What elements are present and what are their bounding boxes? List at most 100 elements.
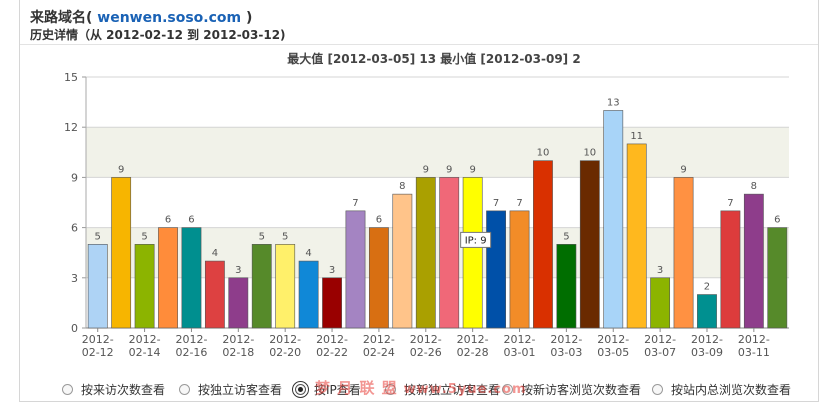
bar: [275, 244, 296, 329]
y-tick-label: 12: [64, 121, 78, 134]
bar: [603, 110, 624, 329]
bar: [697, 294, 717, 329]
bar: [87, 244, 108, 329]
bar-value-label: 7: [516, 198, 522, 209]
x-tick-label: 2012-: [410, 333, 442, 346]
bar: [134, 244, 155, 329]
bar-value-label: 5: [259, 231, 265, 242]
bar-value-label: 9: [680, 164, 686, 175]
x-tick-label: 02-28: [457, 346, 489, 359]
grid-band: [86, 277, 789, 328]
x-tick-label: 03-03: [550, 346, 582, 359]
radio-new-visitor-pageviews[interactable]: 按新访客浏览次数查看: [502, 379, 641, 399]
x-tick-label: 03-07: [644, 346, 676, 359]
bar-value-label: 5: [282, 231, 288, 242]
x-tick-label: 03-01: [504, 346, 536, 359]
x-tick-label: 02-14: [129, 346, 161, 359]
grid-band: [86, 77, 789, 128]
radio-circle[interactable]: [385, 383, 396, 395]
bar-value-label: 9: [423, 164, 429, 175]
grid-band: [86, 127, 789, 178]
bar-value-label: 3: [329, 265, 335, 276]
y-tick-label: 15: [64, 71, 78, 84]
bar-value-label: 10: [537, 148, 550, 159]
bar: [111, 177, 132, 329]
x-tick-label: 02-24: [363, 346, 395, 359]
bar-value-label: 10: [583, 148, 596, 159]
radio-new-unique-visitors[interactable]: 按新独立访客查看: [385, 379, 500, 399]
x-tick-label: 02-18: [222, 346, 254, 359]
radio-visits[interactable]: 按来访次数查看: [62, 379, 165, 399]
bar: [486, 210, 506, 329]
bar: [415, 177, 436, 329]
bar: [322, 277, 342, 329]
radio-circle[interactable]: [652, 383, 663, 395]
x-tick-label: 02-16: [175, 346, 207, 359]
x-tick-label: 2012-: [222, 333, 254, 346]
x-tick-label: 2012-: [691, 333, 723, 346]
x-tick-label: 2012-: [316, 333, 348, 346]
bar-value-label: 8: [751, 181, 757, 192]
y-tick-label: 6: [71, 222, 78, 235]
radio-total-pageviews[interactable]: 按站内总浏览次数查看: [652, 379, 791, 399]
radio-unique-visitors[interactable]: 按独立访客查看: [179, 379, 282, 399]
bar: [650, 277, 671, 329]
page-subtitle: 历史详情（从 2012-02-12 到 2012-03-12): [30, 28, 286, 42]
x-tick-label: 2012-: [363, 333, 395, 346]
page-title: 来路域名( wenwen.soso.com ): [30, 10, 253, 26]
bar: [720, 210, 741, 329]
radio-circle[interactable]: [502, 383, 513, 395]
radio-ip[interactable]: 按IP查看: [292, 379, 361, 399]
grid-band: [86, 227, 789, 278]
bar: [462, 177, 483, 329]
bar-value-label: 3: [657, 265, 663, 276]
x-tick-label: 2012-: [129, 333, 161, 346]
bar: [345, 210, 366, 329]
bar-value-label: 5: [563, 231, 569, 242]
bar: [579, 160, 600, 329]
chart-tooltip-text: IP: 9: [465, 235, 487, 246]
bar-value-label: 13: [607, 97, 620, 108]
x-tick-label: 03-11: [738, 346, 770, 359]
y-tick-label: 3: [71, 272, 78, 285]
bar: [251, 244, 272, 329]
x-tick-label: 2012-: [550, 333, 582, 346]
x-tick-label: 02-20: [269, 346, 301, 359]
x-tick-label: 2012-: [269, 333, 301, 346]
bar-value-label: 3: [235, 265, 241, 276]
bar-value-label: 7: [493, 198, 499, 209]
radio-circle-selected[interactable]: [292, 380, 309, 398]
bar-value-label: 4: [212, 248, 218, 259]
bar-value-label: 7: [352, 198, 358, 209]
bar: [439, 177, 460, 329]
radio-circle[interactable]: [179, 383, 190, 395]
x-tick-label: 2012-: [175, 333, 207, 346]
referrer-domain: wenwen.soso.com: [92, 10, 246, 26]
x-tick-label: 02-12: [82, 346, 114, 359]
x-tick-label: 03-05: [597, 346, 629, 359]
grid-band: [86, 177, 789, 228]
bar: [158, 227, 178, 329]
x-tick-label: 02-26: [410, 346, 442, 359]
x-tick-label: 2012-: [738, 333, 770, 346]
bar-value-label: 11: [630, 131, 643, 142]
bar: [556, 244, 577, 329]
bar-value-label: 5: [95, 231, 101, 242]
bar: [298, 260, 319, 329]
bar: [743, 193, 764, 329]
chart-tooltip: [460, 231, 492, 248]
y-tick-label: 9: [71, 171, 78, 184]
visits-bar-chart: 最大值 [2012-03-05] 13 最小值 [2012-03-09] 2 03…: [64, 51, 789, 359]
chart-title: 最大值 [2012-03-05] 13 最小值 [2012-03-09] 2: [287, 51, 580, 66]
radio-circle[interactable]: [62, 383, 73, 395]
bar: [767, 227, 788, 329]
panel-header: 来路域名( wenwen.soso.com ) 历史详情（从 2012-02-1…: [20, 0, 818, 45]
bar-value-label: 7: [727, 198, 733, 209]
bar: [228, 277, 249, 329]
x-tick-label: 2012-: [597, 333, 629, 346]
bar-value-label: 9: [469, 164, 475, 175]
x-tick-label: 2012-: [644, 333, 676, 346]
bar: [673, 177, 694, 329]
bar: [533, 160, 553, 329]
bar: [181, 227, 202, 329]
